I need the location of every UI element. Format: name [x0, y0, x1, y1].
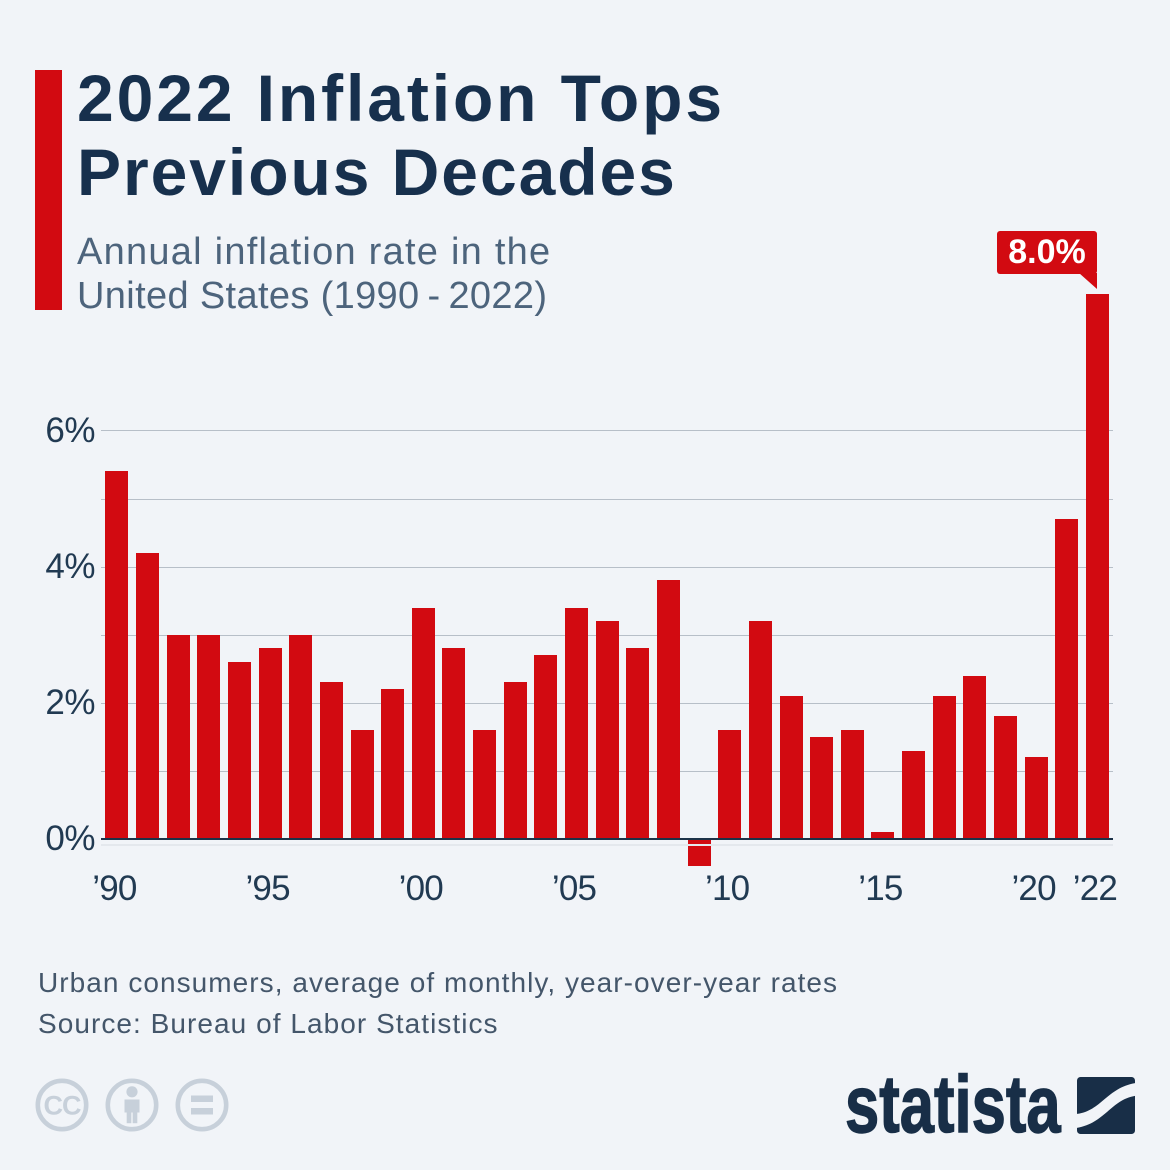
svg-text:CC: CC — [44, 1091, 81, 1121]
